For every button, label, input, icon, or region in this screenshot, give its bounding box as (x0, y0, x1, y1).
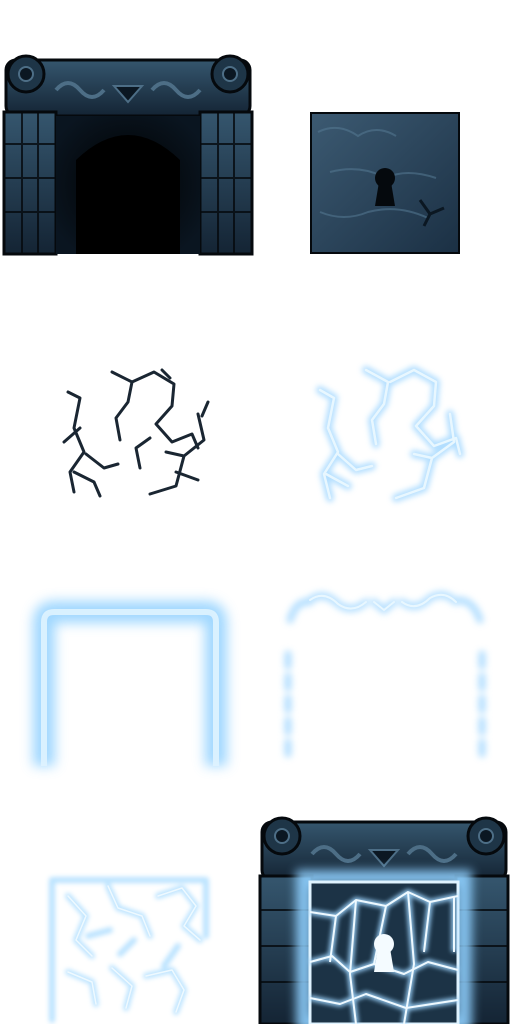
glowing-cracks-overlay-sprite (316, 366, 464, 502)
door-frame-sprite (2, 54, 254, 256)
locked-door-panel-sprite (310, 112, 460, 254)
dark-cracks-overlay-sprite (62, 368, 210, 498)
frame-glow-outline-sprite (33, 601, 227, 766)
panel-cracks-glow-sprite (49, 877, 209, 1023)
keyhole-glow-icon (374, 934, 394, 972)
frame-ornament-glow-sprite (284, 591, 486, 768)
keyhole-icon (375, 168, 395, 206)
door-unlocking-composite-sprite (258, 816, 510, 1024)
